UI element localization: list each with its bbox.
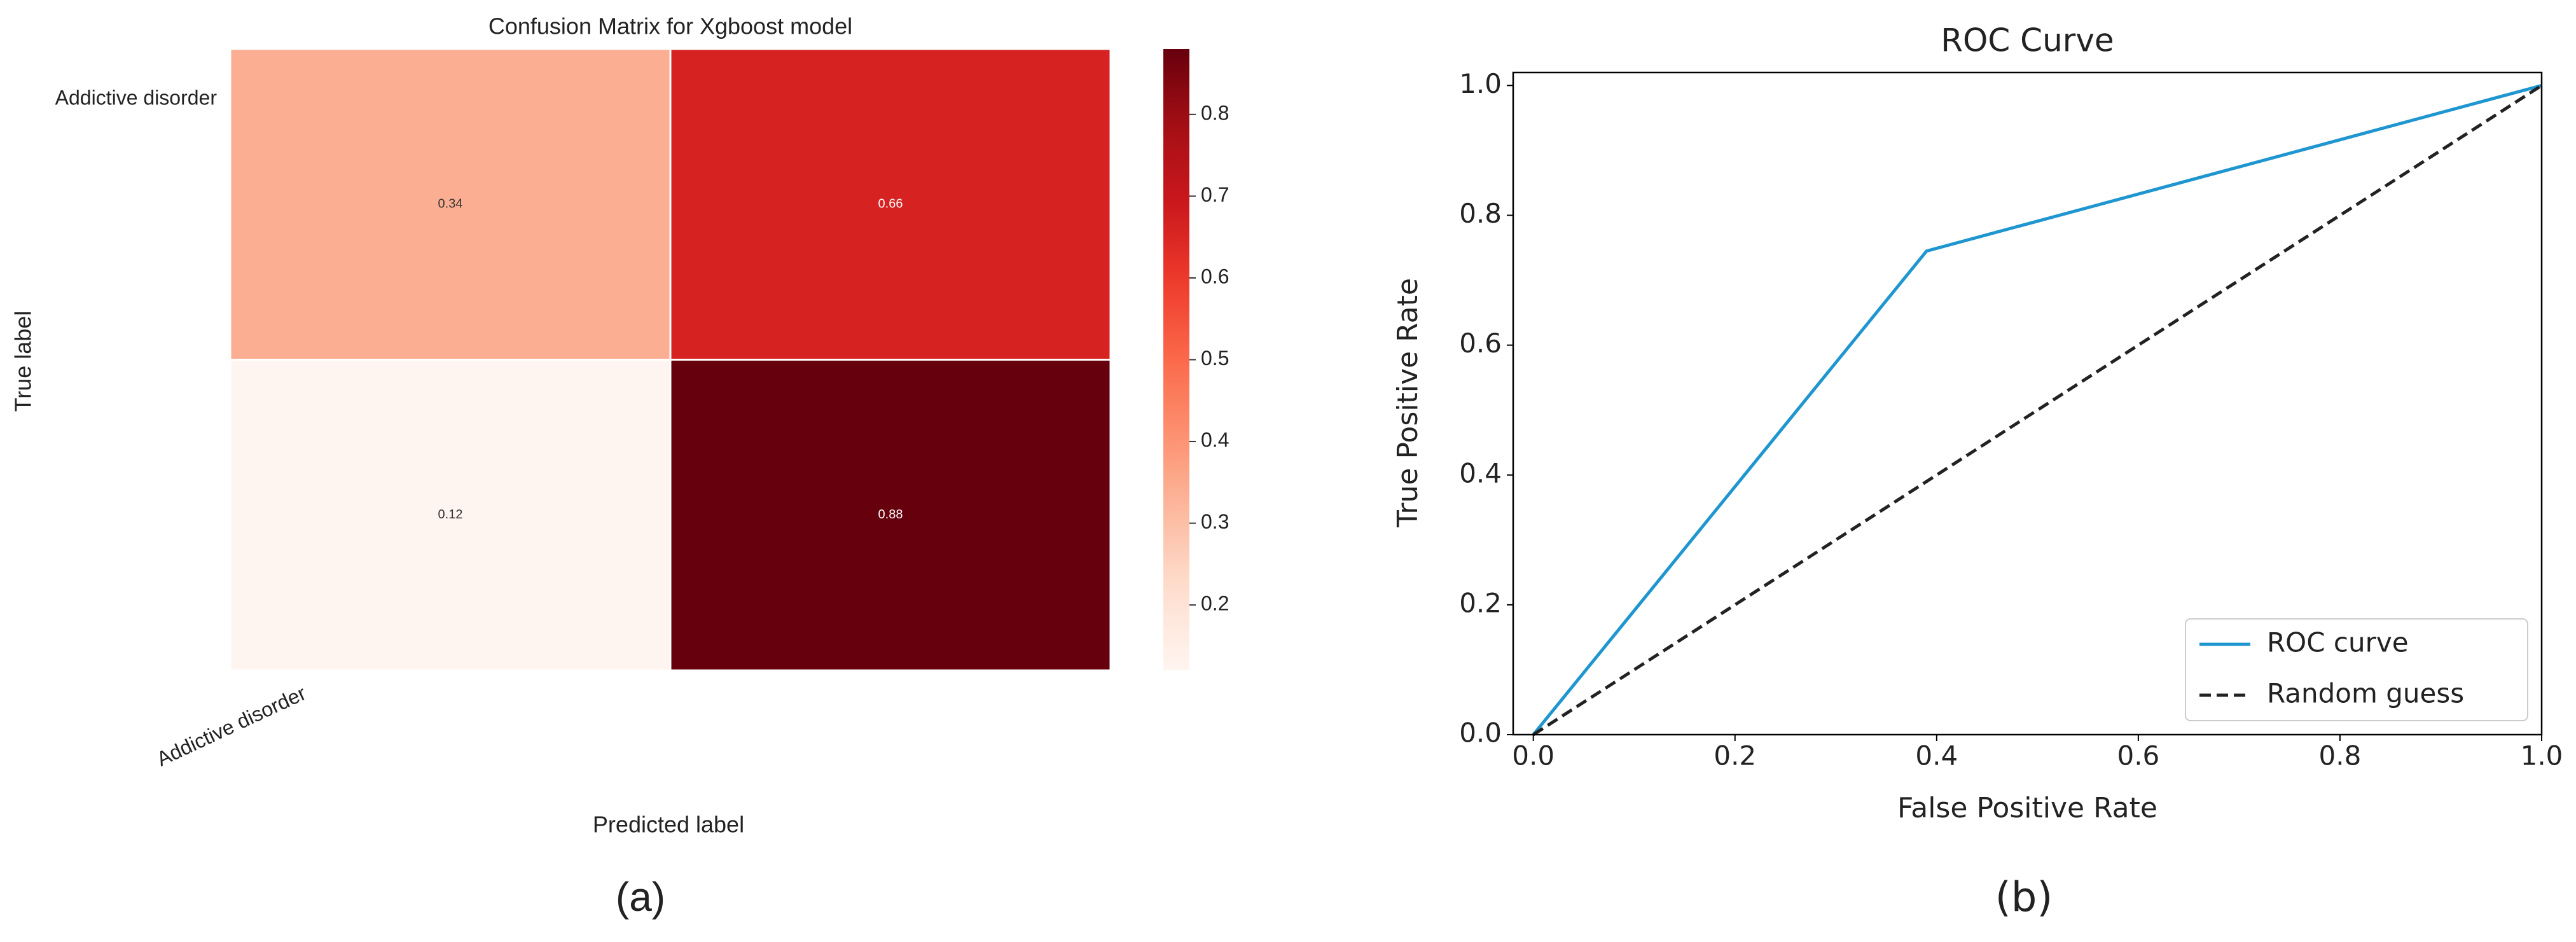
x-axis-label: False Positive Rate [1897,792,2157,824]
legend-label: Random guess [2267,678,2464,709]
y-tick-label: 0.8 [1459,198,1502,229]
x-tick-label: 0.4 [1915,740,1958,772]
x-tick-label: 0.8 [2319,740,2362,772]
cell-label: 0.66 [878,197,903,211]
heatmap-cell [669,48,1112,361]
y-tick-label: 1.0 [1459,68,1502,99]
series-line [1532,84,2543,737]
series-line [1532,83,2542,736]
legend-label: ROC curve [2267,627,2409,658]
y-tick-label: 0.6 [1459,328,1502,359]
x-axis-label: Predicted label [593,812,744,838]
cell-label: 0.88 [878,508,903,522]
x-tick-label: 0.0 [1512,740,1555,772]
y-tick-label: 0.0 [1459,717,1502,749]
colorbar-tick-label: 0.6 [1201,265,1229,287]
y-axis-label: True label [10,311,36,412]
chart-title: Confusion Matrix for Xgboost model [488,13,852,39]
colorbar-tick-label: 0.2 [1201,592,1229,615]
heatmap-cell [229,48,672,361]
x-tick-label: 0.6 [2117,740,2159,772]
cell-label: 0.12 [438,508,463,522]
y-tick-label: Addictive disorder [55,87,218,109]
heatmap-cell [229,359,672,672]
colorbar-tick-label: 0.8 [1201,101,1229,124]
x-tick-label: 0.2 [1714,740,1756,772]
caption: (a) [616,874,665,920]
confusion-matrix-panel: Confusion Matrix for Xgboost model 0.34 0.… [10,13,1229,920]
x-tick-label: 1.0 [2521,740,2563,772]
colorbar-tick-label: 0.5 [1201,347,1229,370]
x-tick-label: Addictive disorder [153,681,310,770]
plot-frame [1512,71,2543,736]
cell-label: 0.34 [438,197,463,211]
caption: (b) [1995,875,2053,922]
colorbar [1163,49,1189,670]
colorbar-tick-label: 0.3 [1201,510,1229,533]
colorbar-tick-label: 0.7 [1201,183,1229,206]
heatmap-cell [669,359,1112,672]
y-tick-label: 0.2 [1459,587,1502,618]
y-axis-label: True Positive Rate [1392,278,1424,528]
roc-panel: ROC Curve 0.0 0.2 0.4 0.6 0.8 1.0 0.0 0.2 0.4 0.6 0… [1392,22,2563,922]
chart-title: ROC Curve [1941,22,2114,59]
colorbar-tick-label: 0.4 [1201,429,1229,452]
legend-box [2185,618,2528,721]
y-tick-label: 0.4 [1459,457,1502,488]
